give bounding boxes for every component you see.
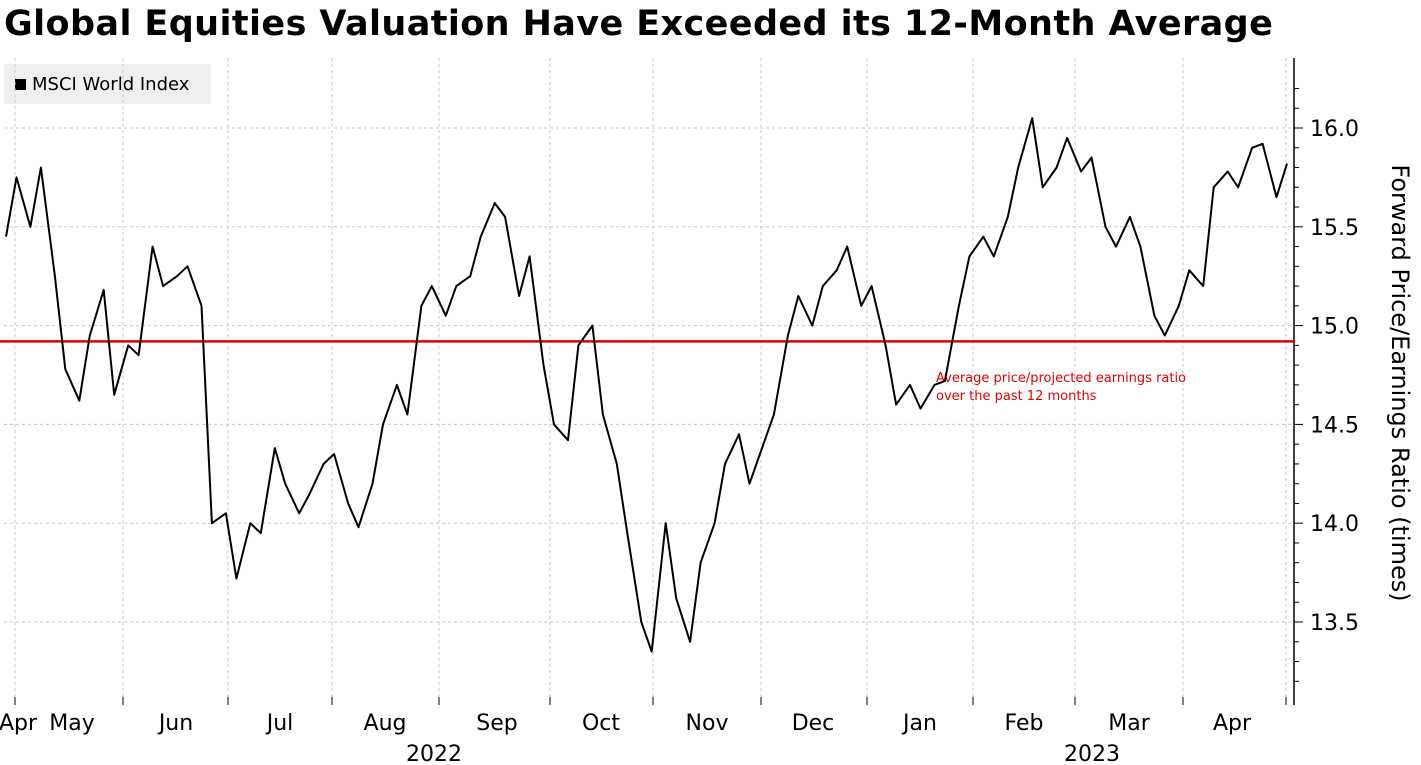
y-axis-label: Forward Price/Earnings Ratio (times) — [1386, 164, 1414, 601]
chart-title: Global Equities Valuation Have Exceeded … — [4, 4, 1274, 44]
x-tick-label: Oct — [582, 711, 620, 736]
x-tick-label: Aug — [364, 711, 407, 736]
x-tick-label: Jan — [901, 711, 937, 736]
y-tick-label: 16.0 — [1310, 117, 1359, 142]
x-tick-label: Sep — [476, 711, 517, 736]
x-tick-label: May — [49, 711, 94, 736]
year-label: 2022 — [406, 742, 462, 765]
y-tick-label: 14.5 — [1310, 413, 1359, 438]
x-tick-label: Jun — [157, 711, 193, 736]
reference-line-label: Average price/projected earnings ratio — [936, 371, 1186, 386]
x-tick-label: Jul — [265, 711, 294, 736]
x-tick-label: Apr — [0, 711, 38, 736]
y-tick-label: 13.5 — [1310, 611, 1359, 636]
x-tick-label: Apr — [1213, 711, 1252, 736]
legend-swatch — [15, 78, 26, 90]
x-tick-label: Nov — [686, 711, 729, 736]
y-tick-label: 14.0 — [1310, 512, 1359, 537]
legend: MSCI World Index — [4, 64, 211, 104]
x-tick-label: Mar — [1108, 711, 1150, 736]
year-label: 2023 — [1064, 742, 1120, 765]
series-line-msci-world-index — [5, 117, 1288, 653]
x-tick-label: Feb — [1005, 711, 1044, 736]
x-tick-label: Dec — [792, 711, 835, 736]
reference-line-label: over the past 12 months — [936, 389, 1097, 404]
legend-label: MSCI World Index — [32, 73, 190, 95]
y-tick-label: 15.0 — [1310, 315, 1359, 340]
y-tick-label: 15.5 — [1310, 216, 1359, 241]
